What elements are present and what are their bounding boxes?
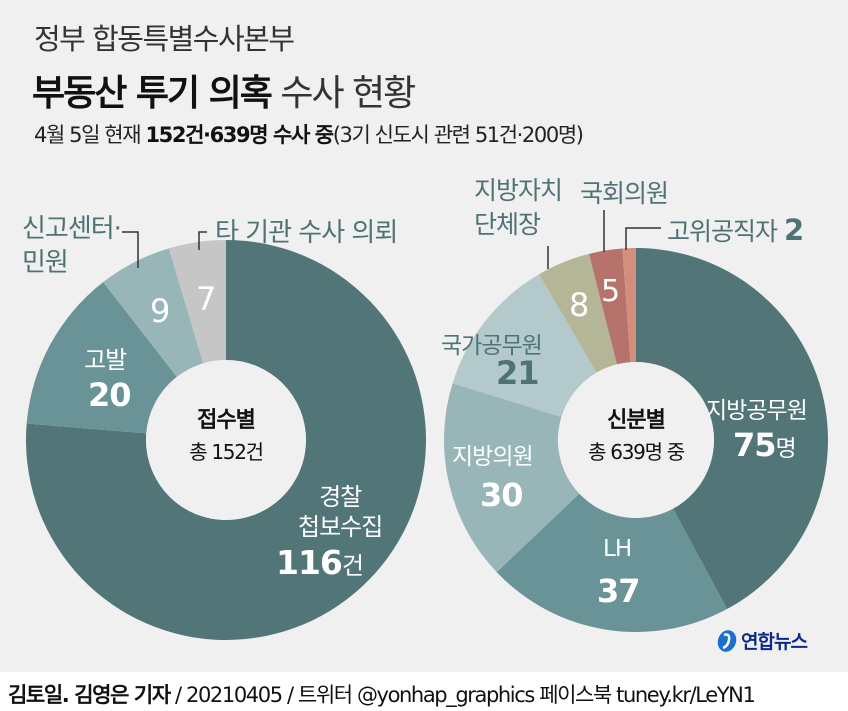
main-title: 부동산 투기 의혹 수사 현황 — [32, 64, 416, 116]
donut-slice — [636, 248, 829, 610]
leader-line-report-center — [122, 231, 139, 268]
slice-value-national-official: 21 — [496, 354, 540, 392]
summary-prefix: 4월 5일 현재 — [34, 123, 142, 147]
yonhap-logo-icon — [717, 629, 737, 652]
slice-value-local-gov-head: 8 — [569, 286, 589, 324]
footer-authors: 김토일. 김영은 기자 — [8, 683, 171, 707]
slice-label-police-intel: 경찰 첩보수집 — [298, 483, 383, 541]
slice-value-police-intel: 116건 — [276, 543, 364, 582]
center-title-status: 신분별 — [607, 408, 666, 433]
donut-slice — [26, 282, 177, 434]
summary-line: 4월 5일 현재 152건·639명 수사 중(3기 신도시 관련 51건·20… — [34, 119, 584, 149]
slice-label-complaint: 고발 — [84, 346, 127, 374]
main-title-bold: 부동산 투기 의혹 — [32, 73, 273, 114]
donut-slice — [168, 240, 226, 364]
center-total-reception: 총 152건 — [189, 440, 264, 464]
summary-suffix: (3기 신도시 관련 51건·200명) — [332, 123, 584, 147]
main-title-normal: 수사 현황 — [280, 73, 416, 114]
slice-value-lawmaker: 5 — [601, 274, 620, 309]
slice-value-complaint: 20 — [88, 376, 132, 414]
slice-value-local-council: 30 — [480, 476, 524, 514]
slice-value-other-agency: 7 — [196, 280, 216, 318]
yonhap-logo-text: 연합뉴스 — [741, 631, 808, 653]
slice-label-lawmaker: 국회의원 — [580, 179, 669, 208]
slice-label-local-official: 지방공무원 — [706, 398, 808, 424]
donut-charts — [25, 210, 829, 640]
leader-line-senior-official — [625, 227, 661, 250]
donut-slice — [25, 240, 426, 640]
center-title-reception: 접수별 — [197, 408, 256, 433]
donut-slice — [103, 248, 204, 377]
slice-value-senior-official: 2 — [783, 213, 804, 247]
slice-label-local-gov-head: 지방자치 단체장 — [474, 176, 563, 239]
slice-label-senior-official: 고위공직자 2 — [667, 213, 804, 247]
yonhap-logo: 연합뉴스 — [716, 627, 808, 654]
donut-hole — [146, 360, 306, 520]
donut-chart-reception — [25, 240, 426, 640]
slice-label-national-official: 국가공무원 — [441, 333, 543, 359]
donut-slice — [496, 493, 728, 632]
donut-hole — [558, 362, 714, 518]
slice-label-report-center: 신고센터· 민원 — [22, 214, 122, 278]
leader-line-other-agency — [198, 231, 207, 250]
donut-slice — [589, 248, 631, 365]
slice-label-lh: LH — [603, 536, 632, 562]
donut-chart-status — [443, 248, 829, 632]
slice-value-local-official: 75명 — [733, 426, 797, 464]
donut-slice — [452, 274, 597, 417]
subtitle: 정부 합동특별수사본부 — [34, 22, 295, 56]
slice-value-lh: 37 — [597, 572, 641, 610]
slice-label-local-council: 지방의원 — [452, 444, 534, 470]
footer-credit: 김토일. 김영은 기자 / 20210405 / 트위터 @yonhap_gra… — [8, 679, 756, 709]
donut-slice — [622, 248, 636, 363]
donut-slice — [539, 253, 617, 373]
summary-bold: 152건·639명 수사 중 — [145, 123, 334, 147]
center-total-status: 총 639명 중 — [588, 440, 685, 464]
slice-value-report-center: 9 — [150, 292, 170, 330]
donut-slice — [443, 383, 580, 573]
slice-label-other-agency: 타 기관 수사 의뢰 — [215, 218, 398, 248]
footer-rest: / 20210405 / 트위터 @yonhap_graphics 페이스북 t… — [169, 683, 756, 707]
